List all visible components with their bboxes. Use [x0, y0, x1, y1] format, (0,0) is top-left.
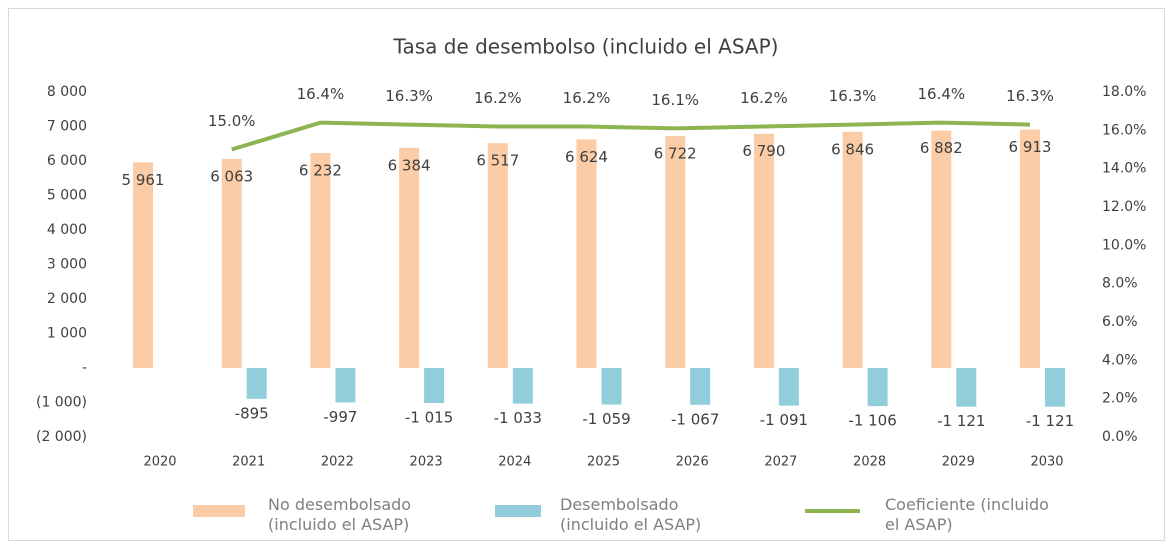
bar [310, 152, 331, 368]
x-tick-label: 2020 [143, 455, 176, 470]
y2-tick-label: 12.0% [1102, 199, 1146, 215]
y-tick-label: (2 000) [36, 429, 87, 445]
x-tick-label: 2022 [321, 455, 354, 470]
y-tick-label: 2 000 [47, 291, 87, 307]
data-label: 6 232 [299, 161, 342, 179]
y-tick-label: 5 000 [47, 188, 87, 204]
bar [931, 130, 952, 368]
data-label: 6 882 [920, 139, 963, 157]
y-tick-label: 3 000 [47, 257, 87, 273]
data-label: 6 846 [831, 140, 874, 158]
x-tick-label: 2026 [676, 455, 709, 470]
chart-title: Tasa de desembolso (incluido el ASAP) [393, 35, 779, 59]
x-tick-label: 2028 [853, 455, 886, 470]
bar [1045, 368, 1065, 407]
y2-tick-label: 8.0% [1102, 276, 1138, 292]
data-label: 16.2% [474, 89, 522, 107]
data-label: 16.4% [917, 85, 965, 103]
bar [690, 368, 711, 405]
data-label: 6 624 [565, 148, 608, 166]
data-label: 16.2% [563, 89, 611, 107]
y-tick-label: 4 000 [47, 222, 87, 238]
y2-tick-label: 10.0% [1102, 237, 1146, 253]
data-label: 6 517 [476, 152, 519, 170]
x-tick-label: 2025 [587, 455, 620, 470]
y2-tick-label: 6.0% [1102, 314, 1138, 330]
data-label: 6 384 [388, 156, 431, 174]
y2-tick-label: 14.0% [1102, 161, 1146, 177]
y2-tick-label: 18.0% [1102, 84, 1146, 100]
y-tick-label: 8 000 [47, 84, 87, 100]
bar [753, 133, 774, 368]
bar [956, 368, 977, 407]
bar [133, 162, 153, 368]
data-label: -1 067 [671, 410, 719, 428]
y-tick-label: (1 000) [36, 395, 87, 411]
data-label: -997 [323, 408, 357, 426]
bar [867, 368, 888, 407]
legend-label: Coeficiente (incluido el ASAP) [885, 495, 1049, 534]
bar [335, 368, 356, 403]
data-label: -1 033 [494, 409, 542, 427]
data-label: 16.2% [740, 89, 788, 107]
data-label: 6 063 [210, 167, 253, 185]
data-label: 16.4% [297, 85, 345, 103]
data-label: 16.3% [829, 87, 877, 105]
bar [778, 368, 799, 406]
bar [487, 143, 508, 368]
data-label: -1 121 [1026, 412, 1074, 430]
bar [601, 368, 622, 405]
x-tick-label: 2024 [498, 455, 531, 470]
legend-swatch [495, 505, 541, 517]
data-label: 16.3% [1006, 87, 1054, 105]
legend-swatch [193, 505, 245, 517]
data-label: -1 121 [937, 412, 985, 430]
legend-item: No desembolsado (incluido el ASAP) [268, 495, 412, 534]
data-label: -1 059 [582, 410, 630, 428]
data-label: 16.1% [651, 91, 699, 109]
legend-item: Coeficiente (incluido el ASAP) [885, 495, 1049, 534]
x-tick-label: 2021 [232, 455, 265, 470]
legend-label: No desembolsado (incluido el ASAP) [268, 495, 412, 534]
y2-tick-label: 4.0% [1102, 352, 1138, 368]
data-label: -1 091 [760, 411, 808, 429]
bar [424, 368, 445, 404]
y-tick-label: - [82, 360, 87, 376]
bar [246, 368, 267, 399]
data-label: 6 790 [742, 142, 785, 160]
y-tick-label: 1 000 [47, 326, 87, 342]
data-label: -1 015 [405, 409, 453, 427]
x-tick-label: 2027 [764, 455, 797, 470]
data-label: 6 722 [654, 145, 697, 163]
y-tick-label: 6 000 [47, 153, 87, 169]
bar [399, 147, 420, 368]
bar [1020, 129, 1040, 368]
y2-tick-label: 0.0% [1102, 429, 1138, 445]
y-tick-label: 7 000 [47, 119, 87, 135]
y2-tick-label: 2.0% [1102, 391, 1138, 407]
data-label: 5 961 [122, 171, 165, 189]
data-label: 6 913 [1009, 138, 1052, 156]
data-label: 16.3% [385, 87, 433, 105]
bar [665, 136, 686, 368]
legend-item: Desembolsado (incluido el ASAP) [560, 495, 702, 534]
legend-label: Desembolsado (incluido el ASAP) [560, 495, 702, 534]
data-label: 15.0% [208, 112, 256, 130]
bar [842, 131, 863, 368]
x-tick-label: 2029 [942, 455, 975, 470]
x-tick-label: 2023 [410, 455, 443, 470]
data-label: -1 106 [848, 412, 896, 430]
y2-tick-label: 16.0% [1102, 122, 1146, 138]
bar [221, 158, 242, 368]
line [231, 120, 1031, 152]
x-tick-label: 2030 [1030, 455, 1063, 470]
data-label: -895 [235, 404, 269, 422]
bar [576, 139, 597, 368]
bar [512, 368, 533, 404]
